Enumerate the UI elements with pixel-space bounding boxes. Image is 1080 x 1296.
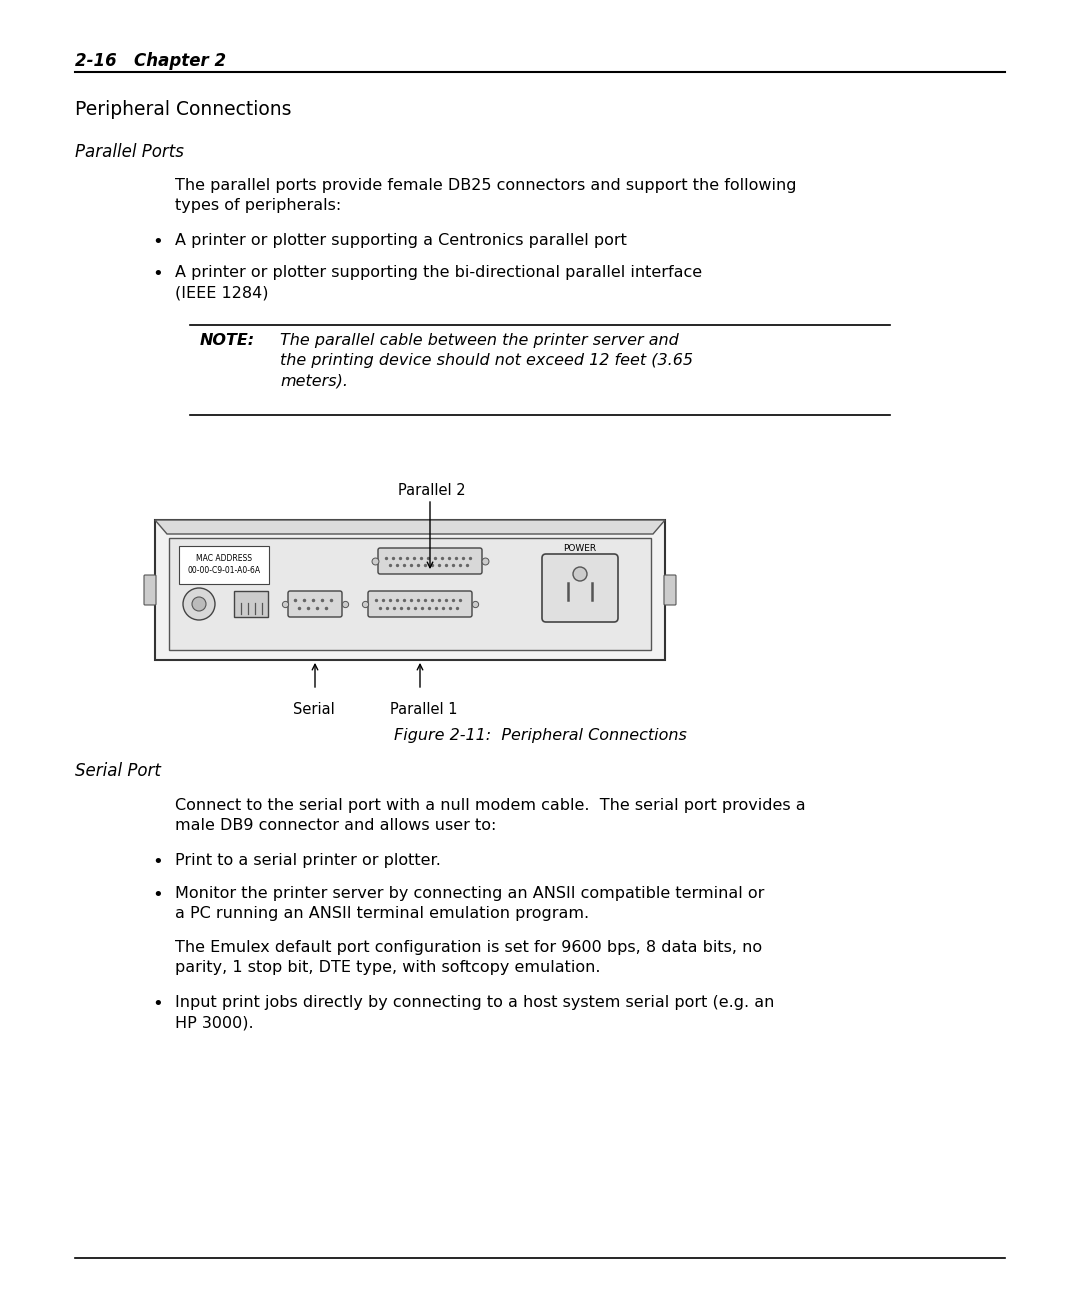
Text: Parallel 1: Parallel 1 — [390, 702, 458, 717]
Text: Input print jobs directly by connecting to a host system serial port (e.g. an: Input print jobs directly by connecting … — [175, 995, 774, 1010]
Text: Parallel 2: Parallel 2 — [399, 483, 465, 498]
Text: •: • — [152, 886, 163, 905]
Text: Connect to the serial port with a null modem cable.  The serial port provides a: Connect to the serial port with a null m… — [175, 798, 806, 813]
Text: •: • — [152, 995, 163, 1013]
FancyBboxPatch shape — [368, 591, 472, 617]
Text: POWER: POWER — [564, 544, 596, 553]
Text: Figure 2-11:  Peripheral Connections: Figure 2-11: Peripheral Connections — [393, 728, 687, 743]
Text: Serial: Serial — [293, 702, 335, 717]
Text: types of peripherals:: types of peripherals: — [175, 198, 341, 213]
Circle shape — [192, 597, 206, 610]
Text: •: • — [152, 264, 163, 283]
FancyBboxPatch shape — [378, 548, 482, 574]
Text: (IEEE 1284): (IEEE 1284) — [175, 285, 269, 299]
Text: 2-16   Chapter 2: 2-16 Chapter 2 — [75, 52, 226, 70]
Text: meters).: meters). — [280, 373, 348, 388]
Text: •: • — [152, 853, 163, 871]
Text: The Emulex default port configuration is set for 9600 bps, 8 data bits, no: The Emulex default port configuration is… — [175, 940, 762, 955]
FancyBboxPatch shape — [542, 553, 618, 622]
Text: male DB9 connector and allows user to:: male DB9 connector and allows user to: — [175, 818, 497, 833]
Text: A printer or plotter supporting the bi-directional parallel interface: A printer or plotter supporting the bi-d… — [175, 264, 702, 280]
Text: parity, 1 stop bit, DTE type, with softcopy emulation.: parity, 1 stop bit, DTE type, with softc… — [175, 960, 600, 975]
Text: The parallel ports provide female DB25 connectors and support the following: The parallel ports provide female DB25 c… — [175, 178, 797, 193]
FancyBboxPatch shape — [288, 591, 342, 617]
Circle shape — [573, 568, 588, 581]
Text: The parallel cable between the printer server and: The parallel cable between the printer s… — [280, 333, 678, 349]
Text: Serial Port: Serial Port — [75, 762, 161, 780]
FancyBboxPatch shape — [664, 575, 676, 605]
Text: A printer or plotter supporting a Centronics parallel port: A printer or plotter supporting a Centro… — [175, 233, 626, 248]
Text: NOTE:: NOTE: — [200, 333, 255, 349]
FancyBboxPatch shape — [179, 546, 269, 584]
Text: HP 3000).: HP 3000). — [175, 1015, 254, 1030]
Text: MAC ADDRESS: MAC ADDRESS — [195, 553, 252, 562]
Circle shape — [183, 588, 215, 619]
FancyBboxPatch shape — [234, 591, 268, 617]
Text: Peripheral Connections: Peripheral Connections — [75, 100, 292, 119]
FancyBboxPatch shape — [144, 575, 156, 605]
Text: 00-00-C9-01-A0-6A: 00-00-C9-01-A0-6A — [188, 566, 260, 575]
Text: Print to a serial printer or plotter.: Print to a serial printer or plotter. — [175, 853, 441, 868]
Text: Parallel Ports: Parallel Ports — [75, 143, 184, 161]
Text: Monitor the printer server by connecting an ANSII compatible terminal or: Monitor the printer server by connecting… — [175, 886, 765, 901]
FancyBboxPatch shape — [168, 538, 651, 651]
Text: •: • — [152, 233, 163, 251]
Text: the printing device should not exceed 12 feet (3.65: the printing device should not exceed 12… — [280, 353, 693, 368]
FancyBboxPatch shape — [156, 520, 665, 660]
Text: a PC running an ANSII terminal emulation program.: a PC running an ANSII terminal emulation… — [175, 906, 589, 921]
Polygon shape — [156, 520, 665, 534]
